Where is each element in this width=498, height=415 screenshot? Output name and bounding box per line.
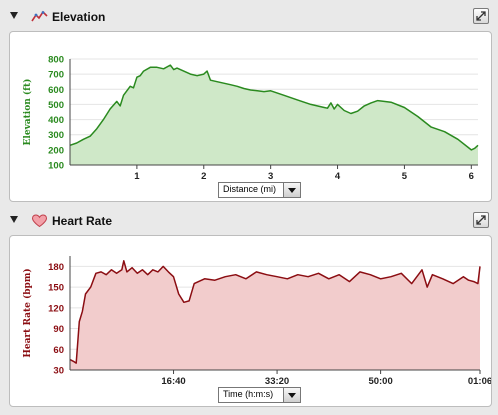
y-tick-label: 90	[53, 324, 64, 335]
heart-rate-chart: 30 60 90 120 150 180 16:40 33:20 50:00 01:06 Heart…	[22, 256, 491, 387]
x-tick-label: 6	[469, 171, 474, 182]
heart-icon	[31, 214, 48, 228]
time-axis-select[interactable]: Time (h:m:s)	[218, 387, 301, 403]
heart-panel-header: Heart Rate	[0, 206, 498, 236]
distance-axis-select-label: Distance (mi)	[223, 184, 277, 194]
expand-elevation-button[interactable]	[473, 8, 489, 24]
elevation-chart-container: 100 200 300 400 500 600 700 800 1 2 3 4 5 6 Elevation …	[9, 31, 492, 202]
y-tick-label: 100	[48, 161, 64, 172]
y-tick-label: 30	[53, 366, 64, 377]
y-tick-label: 300	[48, 130, 64, 141]
y-tick-label: 120	[48, 303, 64, 314]
x-tick-label: 4	[335, 171, 341, 182]
heart-panel-title: Heart Rate	[52, 214, 113, 228]
y-tick-label: 400	[48, 115, 64, 126]
x-tick-label: 2	[201, 171, 206, 182]
distance-axis-dropdown-icon[interactable]	[283, 183, 300, 197]
elevation-panel-header: Elevation	[0, 2, 498, 32]
heart-chart-container: 30 60 90 120 150 180 16:40 33:20 50:00 01:06 Heart…	[9, 235, 492, 407]
elevation-chart: 100 200 300 400 500 600 700 800 1 2 3 4 5 6 Elevation …	[22, 55, 479, 182]
series-area	[70, 65, 478, 165]
elevation-chart-icon	[31, 10, 48, 22]
y-tick-label: 200	[48, 145, 64, 156]
y-tick-label: 700	[48, 70, 64, 81]
time-axis-dropdown-icon[interactable]	[283, 388, 300, 402]
x-tick-label: 1	[134, 171, 140, 182]
series-line	[69, 64, 479, 151]
x-tick-label: 50:00	[368, 376, 392, 387]
series-area	[70, 260, 480, 370]
expand-heart-button[interactable]	[473, 212, 489, 228]
time-axis-select-label: Time (h:m:s)	[223, 389, 274, 399]
y-axis-title: Heart Rate (bpm)	[22, 268, 33, 357]
collapse-heart-icon[interactable]	[10, 216, 18, 223]
distance-axis-select[interactable]: Distance (mi)	[218, 182, 301, 198]
y-tick-label: 180	[48, 262, 64, 273]
x-tick-label: 16:40	[161, 376, 185, 387]
y-tick-label: 500	[48, 100, 64, 111]
expand-icon	[476, 215, 486, 225]
x-tick-label: 33:20	[265, 376, 289, 387]
x-tick-label: 5	[402, 171, 408, 182]
elevation-panel-title: Elevation	[52, 10, 106, 24]
y-tick-label: 60	[53, 345, 64, 356]
y-tick-label: 150	[48, 283, 64, 294]
y-tick-label: 800	[48, 55, 64, 66]
y-axis-title: Elevation (ft)	[22, 79, 33, 146]
series-line	[69, 260, 481, 364]
x-tick-label: 01:06	[468, 376, 491, 387]
expand-icon	[476, 11, 486, 21]
x-tick-label: 3	[268, 171, 273, 182]
y-tick-label: 600	[48, 85, 64, 96]
collapse-elevation-icon[interactable]	[10, 12, 18, 19]
